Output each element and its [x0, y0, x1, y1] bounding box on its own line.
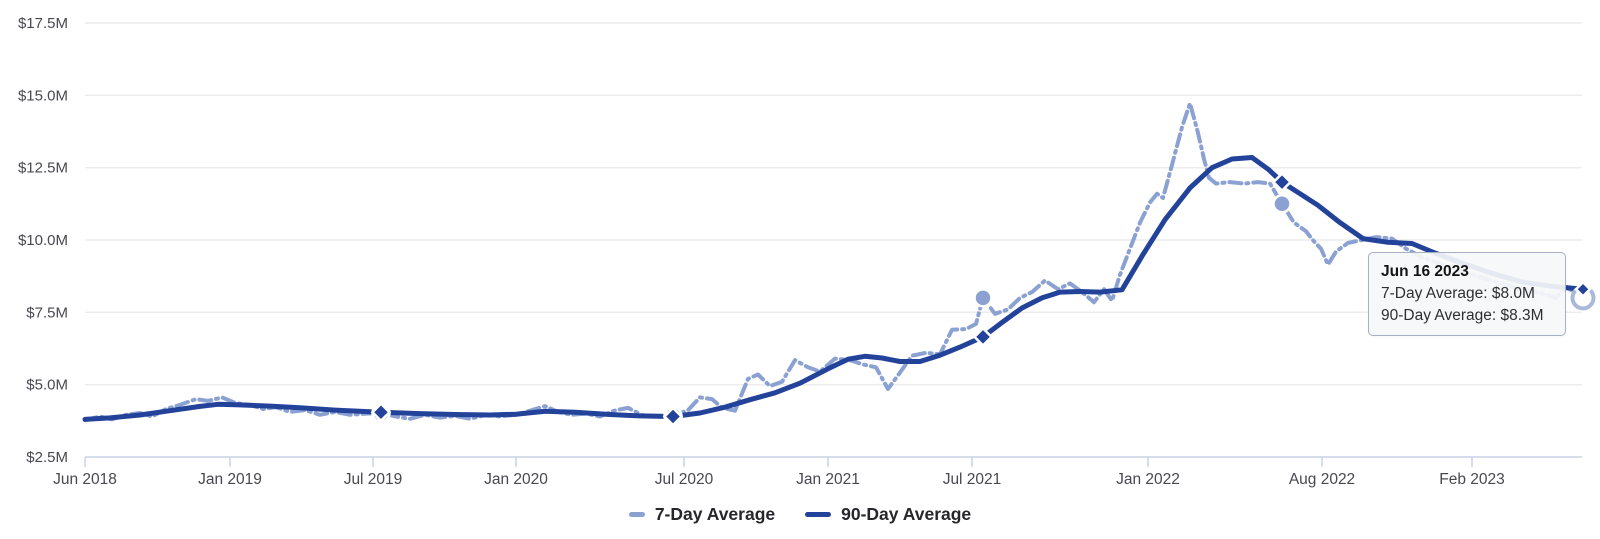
y-axis-tick-label: $17.5M	[18, 15, 68, 32]
tooltip-90day-value: 90-Day Average: $8.3M	[1381, 307, 1544, 324]
series-line-90day[interactable]	[82, 155, 1586, 422]
x-axis-tick-label: Feb 2023	[1439, 471, 1505, 488]
x-axis-tick-label: Jul 2020	[655, 471, 714, 488]
point-marker-90day[interactable]	[370, 401, 392, 423]
point-marker-90day[interactable]	[1271, 171, 1293, 193]
tooltip-date: Jun 16 2023	[1381, 263, 1469, 280]
y-axis-tick-label: $15.0M	[18, 87, 68, 104]
y-axis-tick-label: $2.5M	[26, 449, 68, 466]
legend-label-7day: 7-Day Average	[654, 503, 776, 524]
y-axis-tick-label: $12.5M	[18, 160, 68, 177]
tooltip-7day-value: 7-Day Average: $8.0M	[1381, 285, 1535, 302]
y-axis-tick-label: $10.0M	[18, 232, 68, 249]
point-marker-90day[interactable]	[662, 406, 684, 427]
x-axis-tick-label: Aug 2022	[1289, 471, 1355, 488]
y-axis-tick-label: $5.0M	[26, 377, 68, 394]
series-line-7day[interactable]	[83, 101, 1585, 422]
point-marker-90day[interactable]	[972, 326, 994, 348]
legend-label-90day: 90-Day Average	[841, 503, 972, 524]
point-marker-7day[interactable]	[1272, 194, 1292, 214]
legend-swatch-7day-icon	[628, 511, 645, 517]
point-marker-90day[interactable]	[1574, 280, 1592, 298]
legend: 7-Day Average 90-Day Average	[0, 497, 1600, 531]
x-axis-tick-label: Jan 2019	[198, 471, 262, 488]
x-axis-tick-label: Jan 2022	[1116, 471, 1180, 488]
x-axis-tick-label: Jul 2021	[943, 471, 1002, 488]
point-marker-7day[interactable]	[973, 288, 993, 308]
x-axis-tick-label: Jan 2020	[484, 471, 548, 488]
tooltip: Jun 16 2023 7-Day Average: $8.0M 90-Day …	[1368, 252, 1566, 336]
legend-swatch-90day-icon	[805, 511, 832, 517]
legend-item-90day[interactable]: 90-Day Average	[805, 504, 971, 525]
x-axis-tick-label: Jul 2019	[344, 471, 403, 488]
y-axis-tick-label: $7.5M	[26, 304, 68, 321]
x-axis-tick-label: Jun 2018	[53, 471, 117, 488]
legend-item-7day[interactable]: 7-Day Average	[628, 503, 776, 525]
x-axis-tick-label: Jan 2021	[796, 471, 860, 488]
